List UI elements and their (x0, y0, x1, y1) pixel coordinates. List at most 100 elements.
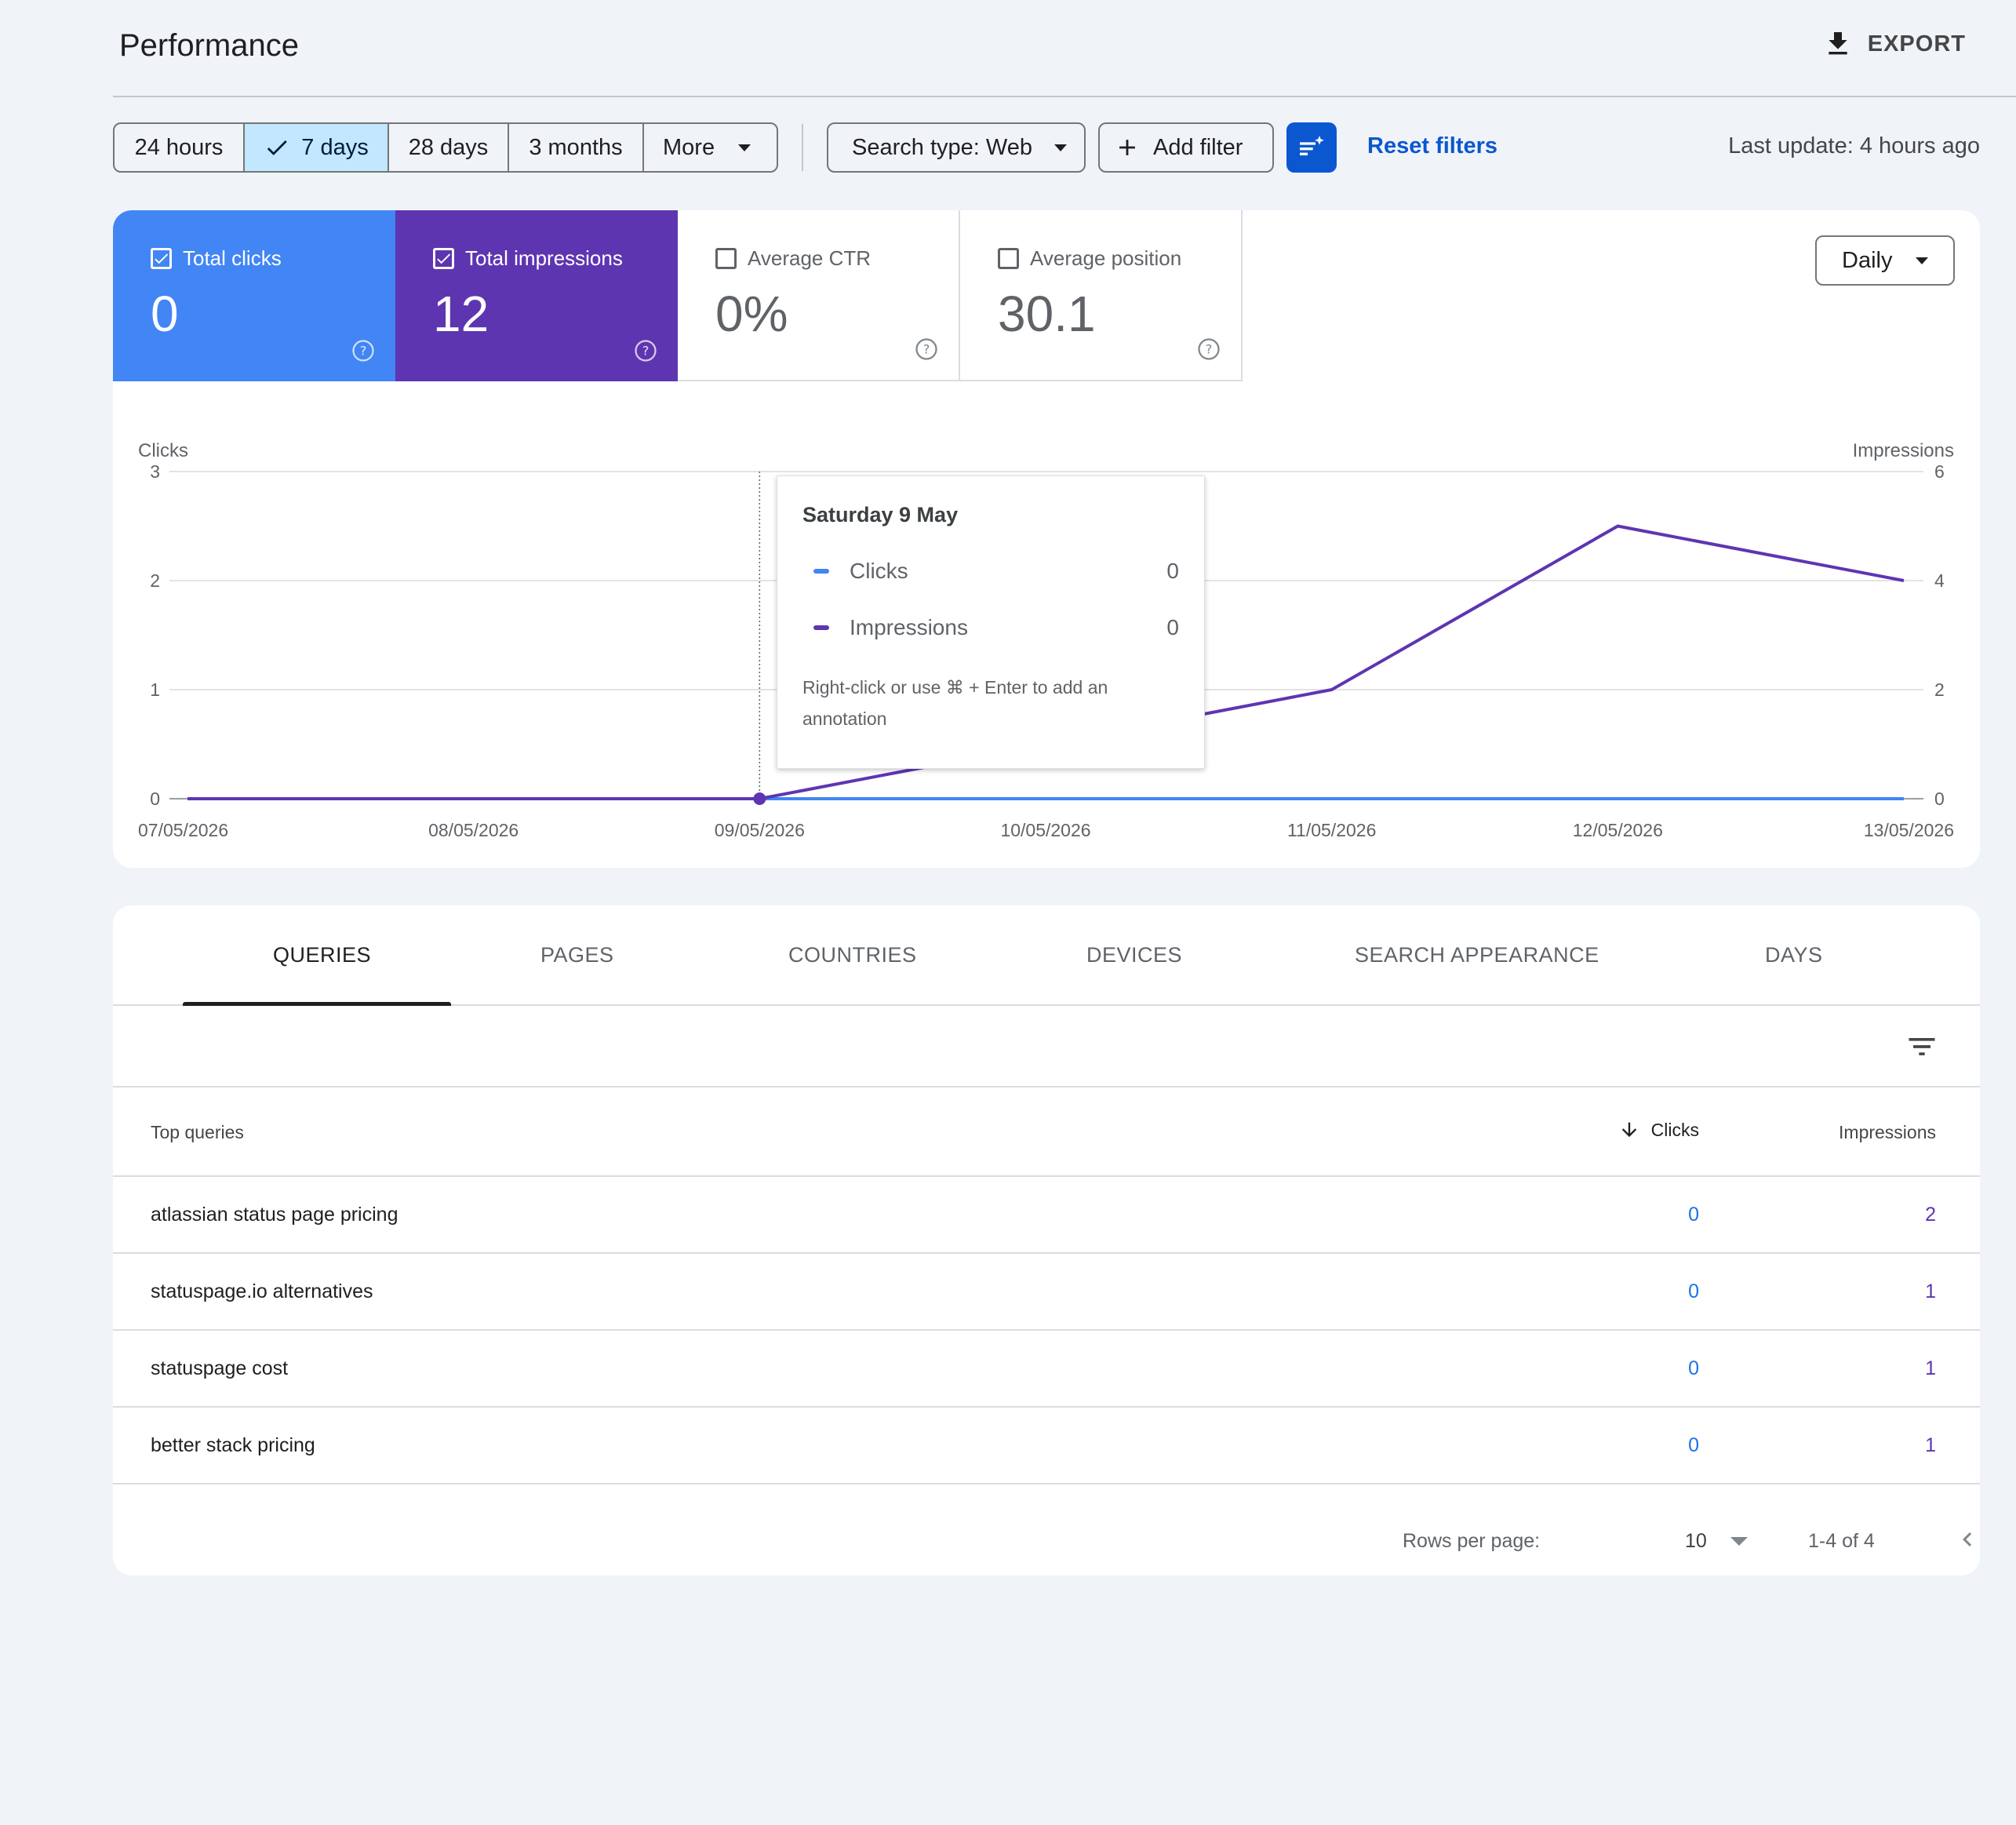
svg-text:?: ? (360, 344, 367, 359)
metric-average-ctr[interactable]: Average CTR 0% ? (678, 210, 960, 381)
x-tick-label: 09/05/2026 (715, 820, 805, 840)
help-icon[interactable]: ? (915, 337, 938, 361)
help-icon[interactable]: ? (351, 339, 375, 362)
y-tick-left: 0 (150, 789, 160, 809)
query-text: atlassian status page pricing (151, 1204, 398, 1226)
dropdown-arrow-icon (738, 144, 751, 151)
tooltip-row-clicks: Clicks 0 (802, 559, 1179, 584)
plus-icon (1119, 140, 1135, 155)
range-7-days[interactable]: 7 days (245, 124, 389, 171)
query-text: statuspage cost (151, 1357, 289, 1379)
y-tick-left: 1 (150, 679, 160, 700)
performance-chart-card: Total clicks 0 ? Total impressions 12 ? … (113, 210, 1980, 868)
add-filter-button[interactable]: Add filter (1098, 122, 1274, 173)
x-tick-label: 13/05/2026 (1864, 820, 1954, 840)
range-more-dropdown[interactable]: More (644, 124, 777, 171)
impressions-value: 1 (1925, 1280, 1936, 1302)
column-header-impressions[interactable]: Impressions (1839, 1122, 1936, 1142)
tooltip-row-impressions: Impressions 0 (802, 615, 1179, 640)
metric-average-position[interactable]: Average position 30.1 ? (960, 210, 1243, 381)
filter-bar: 24 hours 7 days 28 days 3 months More Se… (113, 122, 1980, 173)
dropdown-arrow-icon (1053, 144, 1067, 151)
tab-search-appearance[interactable]: SEARCH APPEARANCE (1355, 943, 1599, 967)
svg-text:?: ? (642, 344, 650, 359)
checkbox-checked-icon[interactable] (151, 248, 172, 269)
dropdown-arrow-icon (1730, 1537, 1748, 1546)
table-row[interactable]: better stack pricing 0 1 (113, 1408, 1980, 1484)
hover-point (753, 792, 766, 805)
tab-queries[interactable]: QUERIES (273, 943, 372, 967)
metric-value: 0% (715, 286, 788, 342)
range-3-months[interactable]: 3 months (509, 124, 644, 171)
tab-countries[interactable]: COUNTRIES (788, 943, 917, 967)
legend-swatch (813, 569, 829, 574)
metric-label: Total impressions (465, 246, 623, 270)
column-header-clicks[interactable]: Clicks (1618, 1119, 1699, 1141)
metric-total-impressions[interactable]: Total impressions 12 ? (395, 210, 678, 381)
help-icon[interactable]: ? (1197, 337, 1221, 361)
granularity-dropdown[interactable]: Daily (1815, 235, 1955, 286)
active-tab-indicator (183, 1002, 451, 1006)
clicks-value: 0 (1688, 1280, 1699, 1302)
export-button[interactable]: EXPORT (1822, 28, 1966, 60)
page-title: Performance (119, 28, 299, 63)
clicks-value: 0 (1688, 1434, 1699, 1456)
search-type-dropdown[interactable]: Search type: Web (827, 122, 1086, 173)
dimensions-table-card: QUERIES PAGES COUNTRIES DEVICES SEARCH A… (113, 905, 1980, 1575)
rows-per-page-select[interactable]: 10 (1685, 1530, 1748, 1553)
check-icon (267, 140, 288, 155)
table-filter-row (113, 1006, 1980, 1087)
reset-filters-link[interactable]: Reset filters (1367, 133, 1498, 158)
table-row[interactable]: statuspage cost 0 1 (113, 1331, 1980, 1408)
range-28-days[interactable]: 28 days (389, 124, 509, 171)
metric-value: 30.1 (998, 286, 1096, 342)
table-row[interactable]: atlassian status page pricing 0 2 (113, 1177, 1980, 1254)
date-range-selector: 24 hours 7 days 28 days 3 months More (113, 122, 778, 173)
y-tick-right: 4 (1934, 570, 1945, 591)
tab-devices[interactable]: DEVICES (1086, 943, 1183, 967)
filter-list-icon[interactable] (1905, 1029, 1939, 1064)
query-text: statuspage.io alternatives (151, 1280, 373, 1302)
table-header: Top queries Clicks Impressions (113, 1087, 1980, 1177)
legend-swatch (813, 625, 829, 630)
divider (802, 124, 803, 171)
tab-days[interactable]: DAYS (1765, 943, 1823, 967)
chart-tooltip: Saturday 9 May Clicks 0 Impressions 0 Ri… (777, 475, 1205, 769)
table-row[interactable]: statuspage.io alternatives 0 1 (113, 1254, 1980, 1331)
metric-value: 0 (151, 286, 179, 342)
line-chart[interactable]: Clicks Impressions 0 1 2 3 0 2 4 6 07/05/2026 08/05… (113, 406, 1980, 868)
y-tick-left: 2 (150, 570, 160, 591)
page-header: Performance EXPORT (113, 0, 2016, 97)
metric-label: Average CTR (748, 246, 872, 270)
y-tick-right: 6 (1934, 461, 1945, 482)
x-tick-label: 12/05/2026 (1573, 820, 1663, 840)
column-header-query: Top queries (151, 1122, 244, 1142)
download-icon (1829, 32, 1847, 55)
tooltip-note: Right-click or use ⌘ + Enter to add an a… (802, 677, 1108, 729)
tab-pages[interactable]: PAGES (540, 943, 614, 967)
rows-per-page-label: Rows per page: (1403, 1530, 1541, 1552)
filter-suggestions-button[interactable] (1286, 122, 1337, 173)
last-update-text: Last update: 4 hours ago (1728, 133, 1980, 158)
help-icon[interactable]: ? (634, 339, 657, 362)
y-axis-title-right: Impressions (1853, 440, 1954, 461)
metric-total-clicks[interactable]: Total clicks 0 ? (113, 210, 395, 381)
metric-label: Total clicks (183, 246, 282, 270)
query-text: better stack pricing (151, 1434, 315, 1456)
checkbox-checked-icon[interactable] (433, 248, 454, 269)
impressions-value: 2 (1925, 1204, 1936, 1226)
y-axis-title-left: Clicks (138, 440, 188, 461)
dropdown-arrow-icon (1916, 257, 1929, 264)
x-tick-label: 07/05/2026 (138, 820, 228, 840)
pagination: Rows per page: 10 1-4 of 4 (113, 1514, 1980, 1561)
y-tick-right: 0 (1934, 789, 1945, 809)
checkbox-unchecked-icon[interactable] (998, 248, 1019, 269)
impressions-value: 1 (1925, 1357, 1936, 1379)
x-tick-label: 10/05/2026 (1000, 820, 1090, 840)
chevron-left-icon[interactable] (1953, 1525, 1980, 1554)
metric-label: Average position (1030, 246, 1182, 270)
clicks-value: 0 (1688, 1357, 1699, 1379)
checkbox-unchecked-icon[interactable] (715, 248, 737, 269)
dimension-tabs: QUERIES PAGES COUNTRIES DEVICES SEARCH A… (113, 905, 1980, 1006)
range-24-hours[interactable]: 24 hours (115, 124, 245, 171)
